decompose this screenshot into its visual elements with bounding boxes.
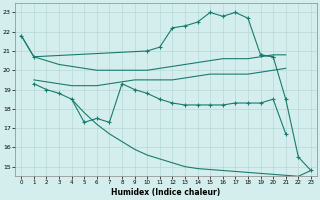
X-axis label: Humidex (Indice chaleur): Humidex (Indice chaleur)	[111, 188, 221, 197]
